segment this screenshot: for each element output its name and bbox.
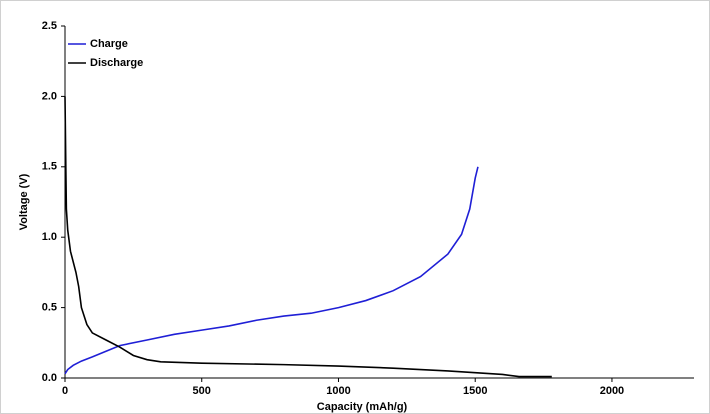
legend-label: Charge xyxy=(90,38,128,50)
y-tick-label: 0.0 xyxy=(42,372,57,384)
x-tick-label: 0 xyxy=(62,385,68,397)
y-tick-label: 1.5 xyxy=(42,161,57,173)
y-tick-label: 2.0 xyxy=(42,90,57,102)
x-tick-label: 1000 xyxy=(326,385,350,397)
y-tick-label: 1.0 xyxy=(42,231,57,243)
x-tick-label: 1500 xyxy=(463,385,487,397)
series-line xyxy=(64,166,479,375)
y-axis-label: Voltage (V) xyxy=(18,173,30,230)
legend-label: Discharge xyxy=(90,57,143,69)
x-tick-label: 500 xyxy=(193,385,211,397)
y-tick-label: 0.5 xyxy=(42,302,57,314)
x-tick-label: 2000 xyxy=(600,385,624,397)
series-line xyxy=(64,96,552,378)
y-tick-label: 2.5 xyxy=(42,20,57,32)
x-axis-label: Capacity (mAh/g) xyxy=(317,401,408,413)
